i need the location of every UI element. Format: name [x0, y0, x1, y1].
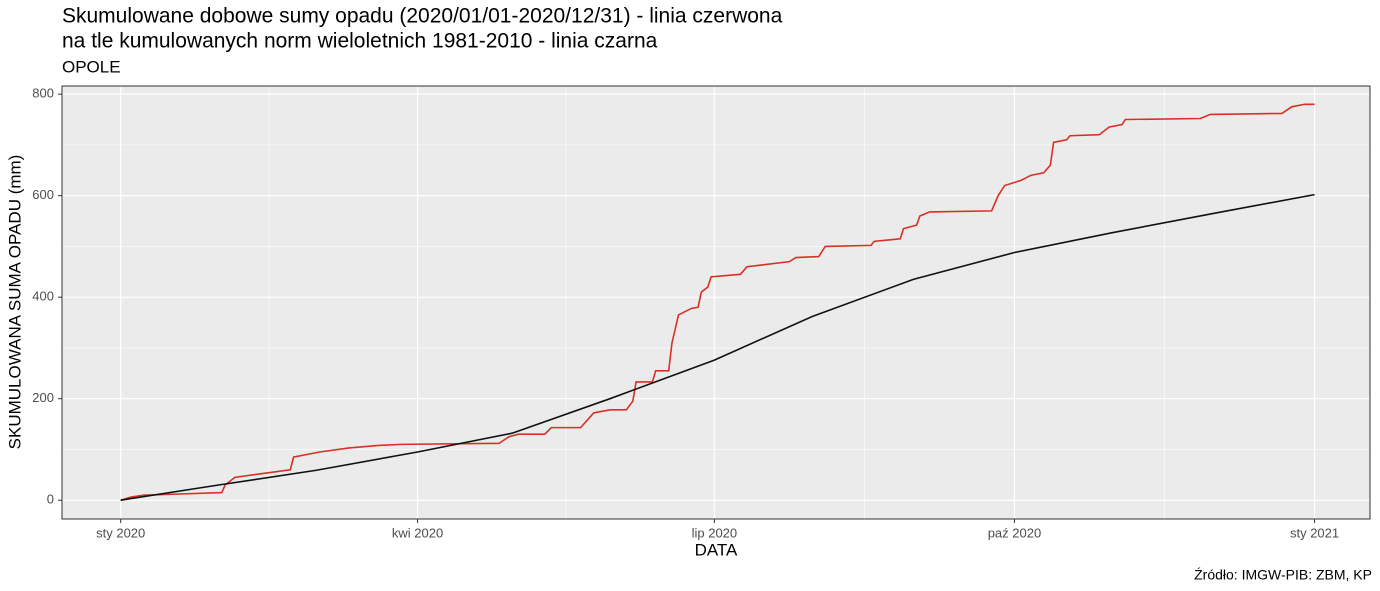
caption: Źródło: IMGW-PIB: ZBM, KP	[1194, 567, 1372, 583]
y-tick-label: 400	[32, 289, 54, 304]
plot-border	[61, 85, 1371, 520]
x-tick-label: paź 2020	[988, 525, 1042, 540]
chart-title: Skumulowane dobowe sumy opadu (2020/01/0…	[62, 5, 783, 28]
plot-background	[62, 86, 1370, 519]
chart-subtitle: OPOLE	[62, 57, 121, 76]
x-tick-label: sty 2020	[96, 525, 145, 540]
y-tick-label: 600	[32, 187, 54, 202]
y-axis-label: SKUMULOWANA SUMA OPADU (mm)	[5, 155, 24, 450]
x-tick-label: kwi 2020	[392, 525, 443, 540]
y-tick-label: 800	[32, 86, 54, 101]
x-tick-label: lip 2020	[692, 525, 738, 540]
x-axis-label: DATA	[695, 540, 738, 559]
data-line	[120, 103, 1315, 501]
data-line	[120, 193, 1315, 502]
x-tick-label: sty 2021	[1290, 525, 1339, 540]
chart-title: na tle kumulowanych norm wieloletnich 19…	[62, 30, 658, 53]
y-tick-label: 0	[47, 492, 54, 507]
y-tick-label: 200	[32, 390, 54, 405]
